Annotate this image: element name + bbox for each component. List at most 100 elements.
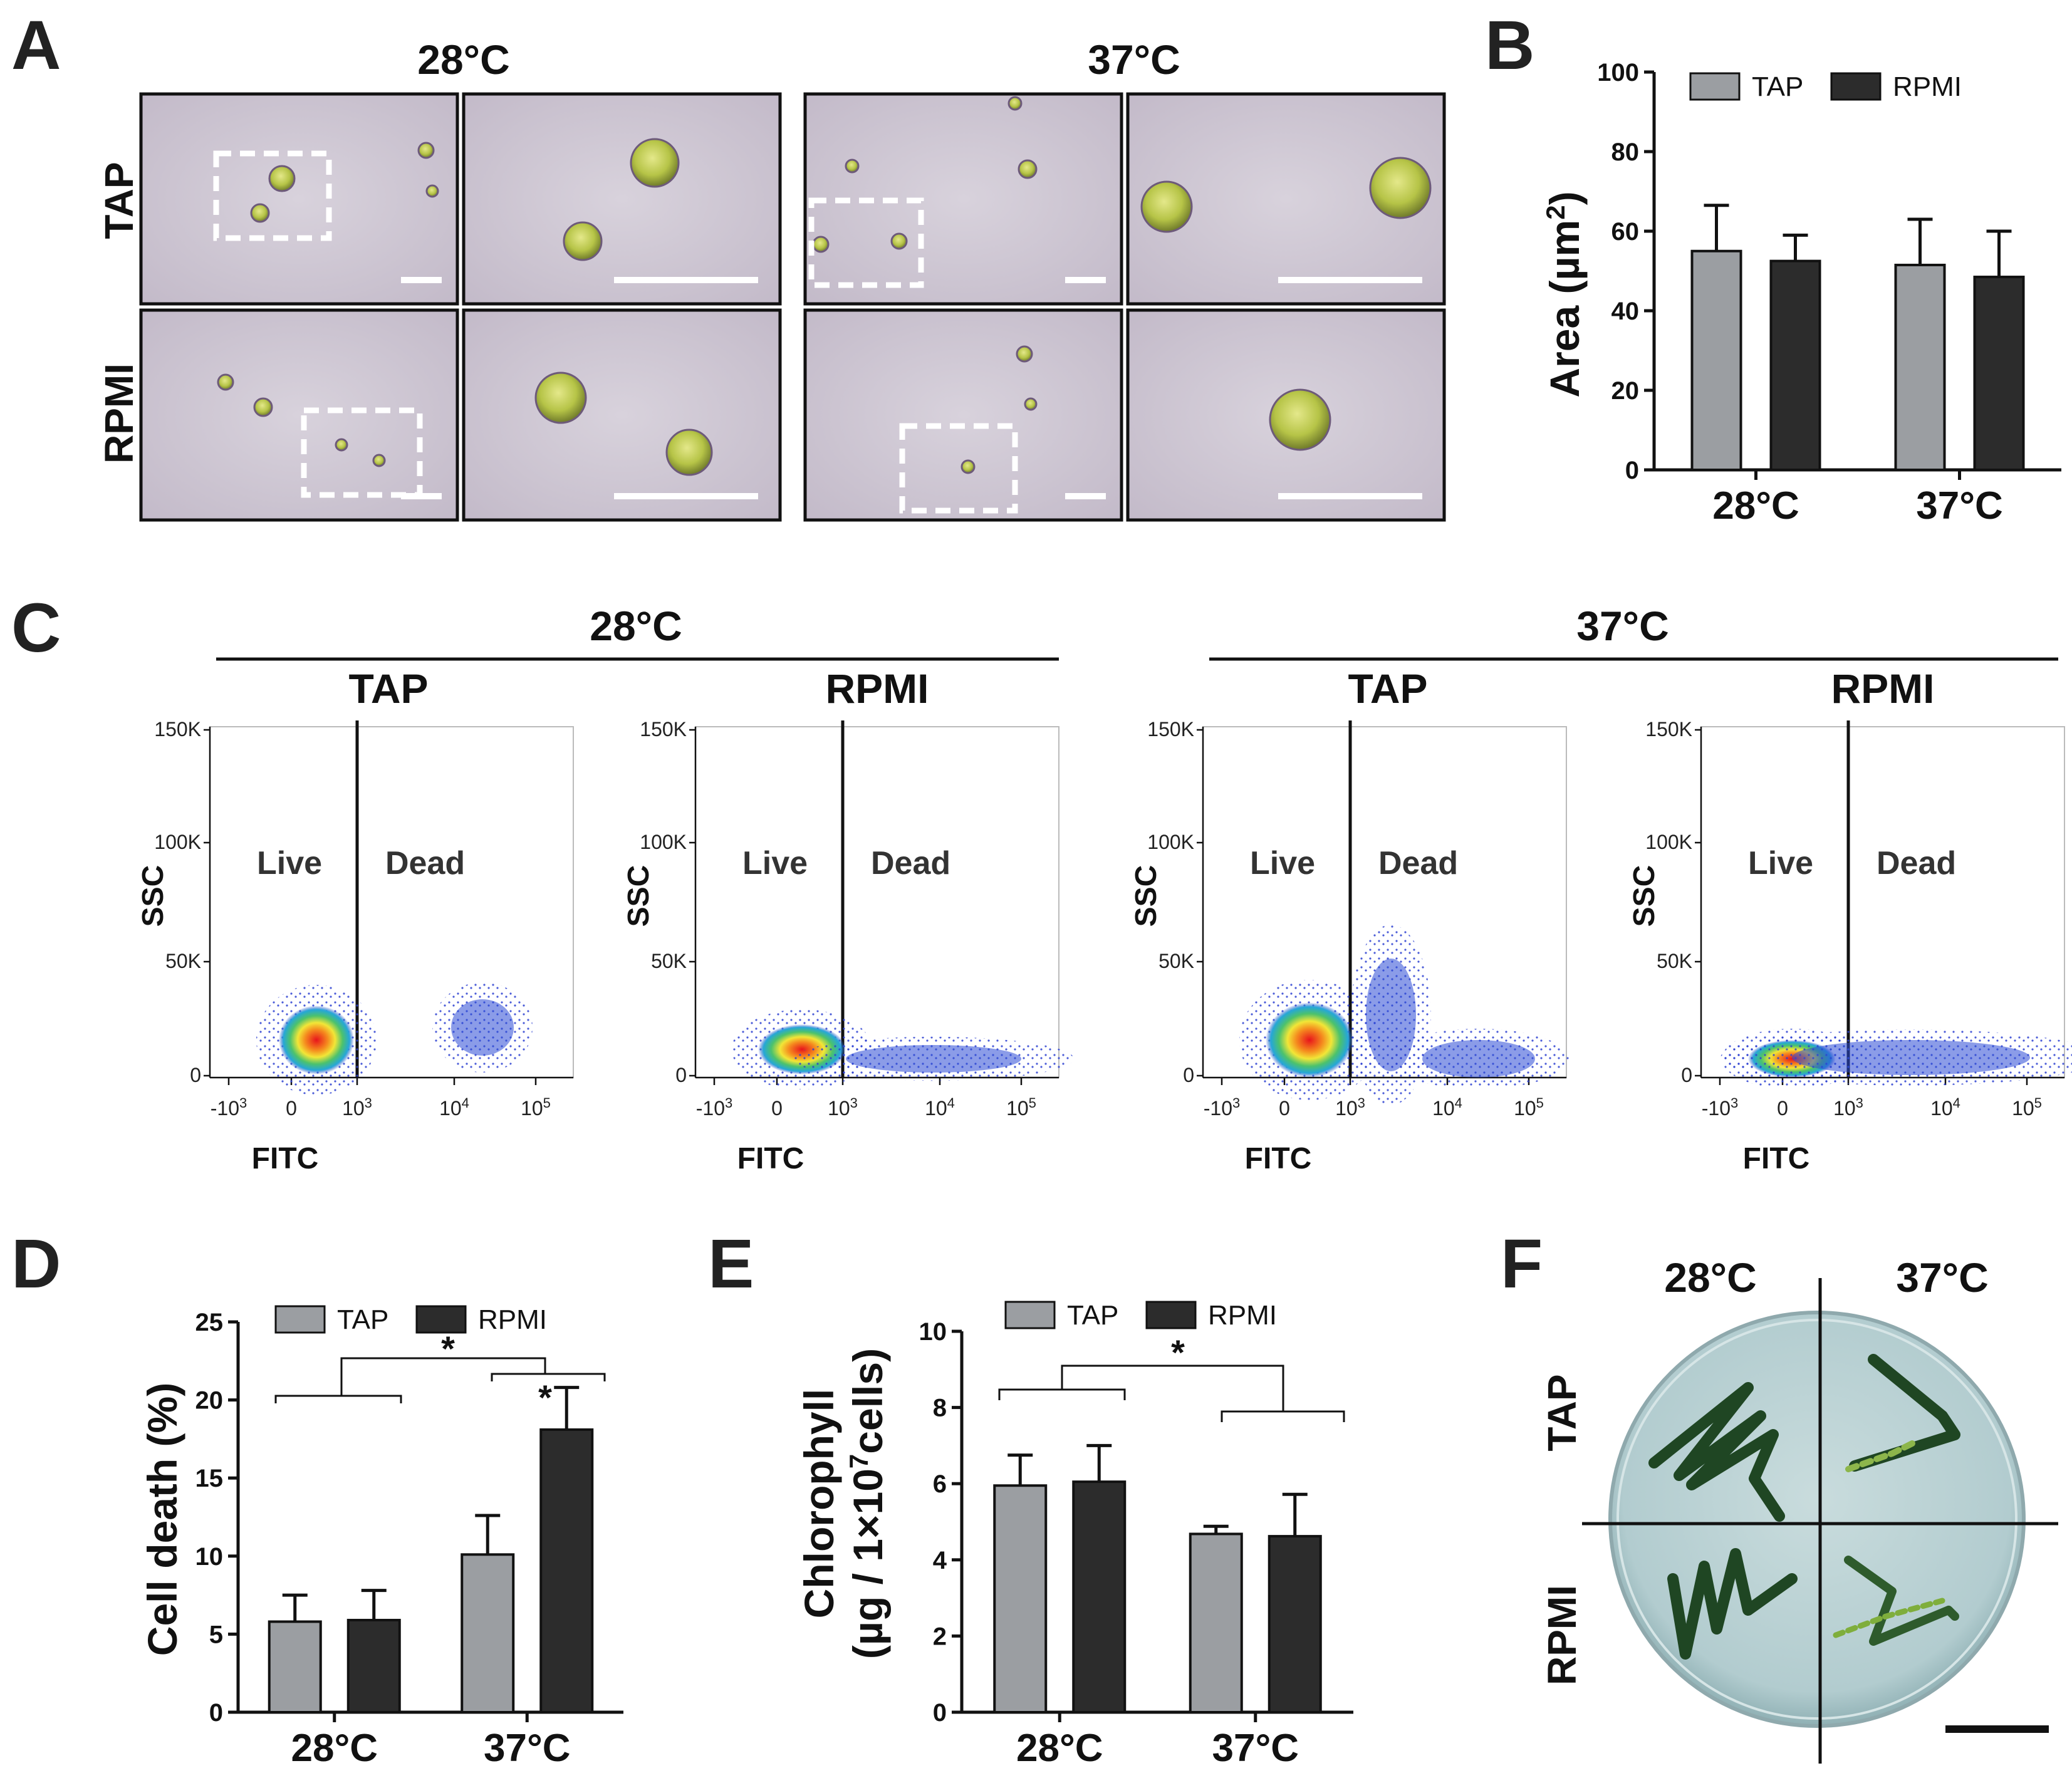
petri-dish <box>1608 1311 2026 1728</box>
y-tick-label: 10 <box>195 1543 224 1571</box>
x-axis-label-fitc: FITC <box>252 1142 319 1175</box>
bar-rpmi-0 <box>1072 1480 1127 1713</box>
algal-cell <box>563 221 603 261</box>
event-density <box>1792 1040 2030 1075</box>
y-tick-label: 15 <box>195 1465 224 1492</box>
panel-c-medium-label: RPMI <box>1831 665 1935 712</box>
y-tick-label: 0 <box>933 1699 947 1727</box>
y-tick-label: 100K <box>1645 831 1692 853</box>
micrograph-panel <box>139 92 459 306</box>
gate-label-live: Live <box>742 845 808 881</box>
bar-tap-0 <box>993 1484 1048 1713</box>
panel-a-row-rpmi: RPMI <box>96 363 142 464</box>
y-tick-label: 10 <box>919 1318 947 1346</box>
micrograph-panel <box>803 92 1123 306</box>
legend-label-tap: TAP <box>1752 71 1803 102</box>
algal-cell <box>534 372 587 424</box>
legend-label-tap: TAP <box>337 1304 388 1335</box>
x-tick-label: 105 <box>521 1095 551 1120</box>
y-tick-label: 150K <box>154 718 201 741</box>
x-axis-label-fitc: FITC <box>1743 1142 1810 1175</box>
bar-rpmi-1 <box>1268 1535 1322 1713</box>
gate-label-dead: Dead <box>871 845 950 881</box>
x-category-label: 28°C <box>291 1727 378 1770</box>
bar-rpmi-0 <box>1769 259 1821 471</box>
panel-c-temp-28: 28°C <box>590 603 682 649</box>
micrograph-panel <box>803 308 1123 522</box>
panel-f-row-rpmi: RPMI <box>1539 1585 1585 1685</box>
micrograph-panel <box>139 308 459 522</box>
algal-cell <box>1018 159 1038 179</box>
significance-bracket <box>1221 1410 1345 1422</box>
x-tick-label: 104 <box>1930 1095 1960 1120</box>
significance-star-2: * <box>538 1378 552 1417</box>
significance-star-1: * <box>1171 1333 1185 1372</box>
bar-tap-1 <box>1894 263 1946 471</box>
y-tick-label: 20 <box>1611 377 1640 405</box>
streak-37-rpmi <box>1844 1556 1959 1646</box>
y-tick-label: 5 <box>209 1621 223 1648</box>
algal-cell <box>630 138 680 188</box>
panel-e-bar-chart: 0 2 4 6 8 10 28°C 37°C TAP RPMI * <box>919 1300 1353 1770</box>
gate-label-live: Live <box>1250 845 1315 881</box>
bar-tap-0 <box>1690 249 1742 471</box>
inset-dashed-box <box>899 423 1018 514</box>
y-axis-label-ssc: SSC <box>1628 865 1661 927</box>
algal-cell <box>217 373 234 391</box>
micrograph-grid <box>139 92 1446 522</box>
bar-tap-0 <box>268 1620 322 1714</box>
legend-swatch-rpmi <box>415 1305 467 1334</box>
x-tick-label: 104 <box>925 1095 955 1120</box>
x-category-label: 37°C <box>484 1727 571 1770</box>
micrograph-panel <box>462 92 782 306</box>
y-tick-label: 50K <box>651 950 687 972</box>
algal-cell <box>253 397 273 417</box>
y-tick-label: 40 <box>1611 298 1640 325</box>
panel-letter-f: F <box>1501 1225 1543 1302</box>
algal-cell <box>1140 180 1193 233</box>
legend-swatch-rpmi <box>1830 72 1882 101</box>
x-axis-label-fitc: FITC <box>1245 1142 1312 1175</box>
x-tick-label: 103 <box>1833 1095 1863 1120</box>
panel-letter-b: B <box>1485 7 1534 84</box>
panel-a-temp-28: 28°C <box>417 36 509 83</box>
significance-bracket <box>274 1395 402 1403</box>
y-tick-label: 100 <box>1597 59 1639 86</box>
legend-swatch-tap <box>1689 72 1741 101</box>
y-tick-label: 2 <box>933 1623 947 1650</box>
panel-letter-e: E <box>708 1225 754 1302</box>
bar-rpmi-1 <box>539 1428 594 1713</box>
legend-label-rpmi: RPMI <box>478 1304 547 1335</box>
y-tick-label: 50K <box>1657 950 1692 972</box>
panel-c-medium-label: TAP <box>1348 665 1427 712</box>
x-tick-label: 0 <box>286 1097 297 1120</box>
y-tick-label: 6 <box>933 1470 947 1498</box>
y-tick-label: 20 <box>195 1387 224 1415</box>
legend-label-rpmi: RPMI <box>1893 71 1962 102</box>
legend-label-rpmi: RPMI <box>1208 1300 1277 1331</box>
x-tick-label: -103 <box>1702 1095 1739 1120</box>
x-tick-label: -103 <box>1204 1095 1241 1120</box>
bar-rpmi-0 <box>346 1618 401 1713</box>
panel-f-temp-37: 37°C <box>1896 1254 1988 1301</box>
algal-cell <box>372 454 386 467</box>
x-tick-label: 103 <box>342 1095 372 1120</box>
algal-cell <box>1016 345 1033 363</box>
x-tick-label: 103 <box>1335 1095 1365 1120</box>
y-tick-label: 80 <box>1611 138 1640 166</box>
panel-a-row-tap: TAP <box>96 162 142 239</box>
panel-e-ylabel-line1: Chlorophyll <box>796 1389 842 1619</box>
streak-28-rpmi <box>1667 1548 1798 1660</box>
event-density <box>1422 1040 1535 1078</box>
panel-letter-c: C <box>11 590 61 667</box>
panel-c-medium-label: TAP <box>348 665 428 712</box>
inset-dashed-box <box>301 407 423 498</box>
significance-bracket <box>491 1373 606 1381</box>
significance-bracket-main <box>340 1357 546 1396</box>
x-tick-label: 105 <box>1006 1095 1036 1120</box>
x-category-label: 28°C <box>1712 484 1799 528</box>
algal-cell <box>1024 397 1038 411</box>
y-tick-label: 100K <box>1147 831 1194 853</box>
gate-label-dead: Dead <box>1378 845 1458 881</box>
